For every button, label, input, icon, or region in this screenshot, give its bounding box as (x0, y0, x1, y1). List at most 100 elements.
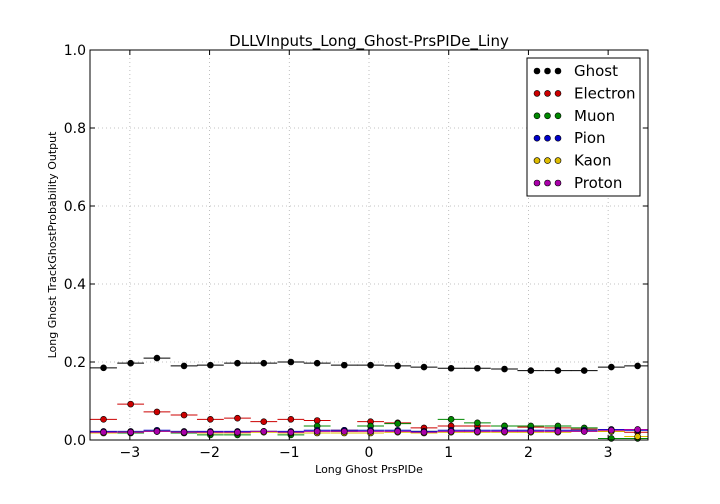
data-point (100, 428, 107, 436)
data-point (447, 428, 455, 435)
data-point (608, 435, 615, 442)
data-point (100, 364, 107, 372)
data-point (180, 411, 188, 419)
legend-marker (544, 112, 551, 120)
data-point (340, 361, 348, 369)
data-point (580, 367, 588, 374)
legend-marker (533, 134, 541, 142)
x-tick-label: 0 (365, 445, 374, 461)
data-point (313, 359, 321, 367)
data-point (501, 428, 508, 435)
legend-label: Kaon (574, 152, 611, 170)
data-point (234, 414, 241, 422)
legend-marker (554, 179, 562, 187)
x-tick-label: −1 (279, 445, 300, 461)
data-point (287, 428, 295, 436)
y-axis-label: Long Ghost TrackGhostProbability Output (46, 131, 59, 358)
legend-marker (533, 157, 541, 164)
data-point (234, 359, 241, 367)
data-point (608, 426, 615, 434)
legend-label: Muon (574, 107, 615, 125)
data-point (313, 428, 321, 435)
data-point (394, 428, 401, 435)
data-point (287, 416, 295, 423)
data-point (634, 362, 641, 370)
data-point (394, 362, 401, 370)
data-point (420, 428, 428, 436)
chart-title: DLLVInputs_Long_Ghost-PrsPIDe_Liny (229, 32, 509, 51)
data-point (153, 354, 161, 362)
legend-marker (544, 134, 551, 142)
legend-marker (533, 112, 541, 120)
x-tick-label: 3 (604, 445, 613, 461)
data-point (501, 365, 508, 373)
data-point (313, 417, 321, 424)
legend-marker (544, 67, 551, 75)
data-point (340, 428, 348, 435)
y-tick-label: 0.8 (64, 121, 86, 137)
legend-marker (554, 67, 562, 75)
data-point (207, 361, 214, 369)
data-point (474, 364, 481, 372)
x-tick-label: −3 (120, 445, 141, 461)
legend-marker (533, 179, 541, 187)
data-point (554, 428, 562, 435)
data-point (527, 367, 535, 374)
legend-marker (533, 90, 541, 97)
data-point (260, 428, 268, 435)
data-point (367, 428, 374, 435)
data-point (608, 363, 615, 371)
legend-label: Proton (574, 174, 622, 192)
series-ghost (90, 354, 648, 374)
legend-marker (554, 112, 562, 120)
data-point (207, 428, 214, 436)
ticks: −3 −2 −1 0 1 2 3 0.0 0.2 0.4 0.6 0.8 1.0 (64, 43, 648, 461)
y-tick-label: 0.2 (64, 355, 86, 371)
data-point (394, 420, 401, 427)
data-point (180, 362, 188, 370)
data-point (527, 428, 535, 435)
data-point (447, 364, 455, 372)
data-point (260, 418, 268, 425)
data-point (153, 408, 161, 416)
data-point (634, 433, 641, 440)
legend-marker (554, 134, 562, 142)
legend-label: Electron (574, 84, 636, 102)
legend-label: Ghost (574, 62, 618, 80)
legend-marker (554, 90, 562, 97)
x-tick-label: 1 (444, 445, 453, 461)
data-point (180, 428, 188, 436)
data-point (474, 428, 481, 435)
data-point (447, 416, 455, 423)
legend-marker (533, 67, 541, 75)
data-point (580, 428, 588, 435)
x-tick-label: 2 (524, 445, 533, 461)
legend-marker (544, 179, 551, 187)
data-point (260, 359, 268, 367)
data-point (554, 367, 562, 374)
data-point (234, 428, 241, 436)
legend-marker (554, 157, 562, 164)
data-point (127, 400, 134, 408)
series-proton (90, 426, 648, 436)
data-point (420, 363, 428, 371)
data-point (634, 426, 641, 433)
data-point (127, 428, 134, 436)
data-point (287, 358, 295, 366)
y-tick-label: 1.0 (64, 43, 86, 59)
y-tick-label: 0.4 (64, 277, 86, 293)
legend-label: Pion (574, 129, 606, 147)
data-point (153, 428, 161, 435)
legend-box (526, 57, 641, 197)
y-tick-label: 0.0 (64, 433, 86, 449)
y-tick-label: 0.6 (64, 199, 86, 215)
legend: Ghost Electron Muon Pion Kaon Proton (526, 57, 641, 197)
data-point (127, 359, 134, 367)
legend-marker (544, 157, 551, 164)
data-point (367, 361, 374, 369)
data-point (474, 419, 481, 427)
legend-marker (544, 90, 551, 97)
series-layer (90, 354, 648, 442)
x-axis-label: Long Ghost PrsPIDe (315, 463, 423, 476)
